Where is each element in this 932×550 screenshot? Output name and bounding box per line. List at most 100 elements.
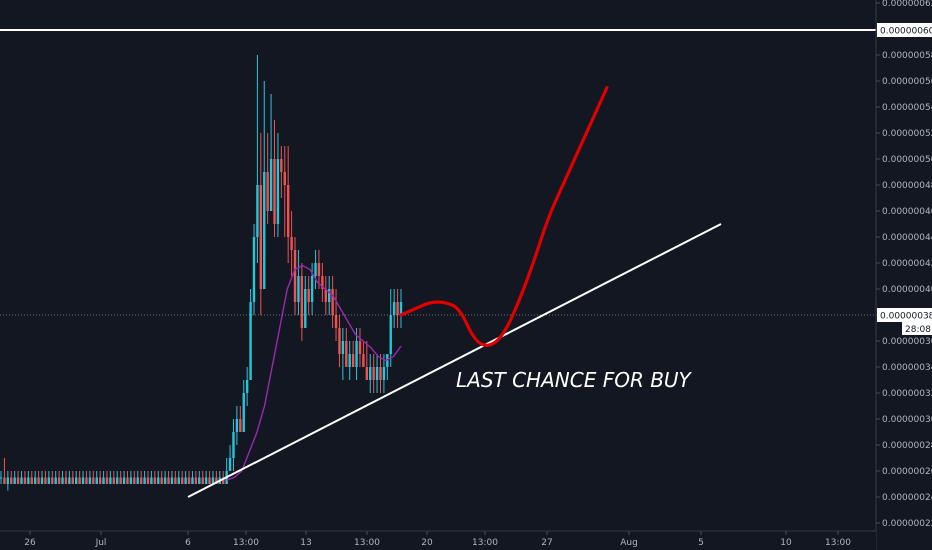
- candle-down: [126, 477, 129, 484]
- candles-layer: [0, 55, 403, 491]
- time-tick-label: 5: [698, 538, 704, 548]
- candle-up: [211, 477, 215, 484]
- candle-down: [379, 367, 382, 380]
- resistance-price-tag-text: 0.00000060: [880, 27, 932, 37]
- candle-down: [351, 354, 355, 367]
- candle-up: [256, 185, 259, 237]
- candle-down: [324, 289, 327, 302]
- candle-up: [136, 477, 139, 484]
- candle-up: [40, 477, 44, 484]
- time-tick-label: 13:00: [472, 538, 498, 548]
- time-axis-panel[interactable]: [0, 531, 876, 550]
- candle-down: [181, 477, 184, 484]
- time-tick-label: Aug: [620, 538, 638, 548]
- candle-down: [259, 185, 263, 289]
- candle-down: [98, 477, 102, 484]
- candle-up: [242, 393, 245, 432]
- time-tick-label: 13:00: [233, 538, 259, 548]
- candle-up: [232, 432, 235, 458]
- candle-down: [146, 477, 150, 484]
- candle-up: [102, 477, 105, 484]
- candle-down: [187, 477, 191, 484]
- price-tick-label: 0.00000026: [882, 467, 932, 477]
- countdown-tag-text: 28:08: [905, 325, 931, 335]
- candle-down: [78, 477, 81, 484]
- price-tick-label: 0.00000042: [882, 259, 932, 269]
- candle-down: [317, 263, 321, 276]
- time-tick-label: 6: [185, 538, 191, 548]
- candle-up: [191, 477, 194, 484]
- candle-down: [300, 276, 304, 328]
- candle-down: [30, 477, 33, 484]
- time-tick-label: 13:00: [825, 538, 851, 548]
- price-tick-label: 0.00000024: [882, 493, 932, 503]
- candle-down: [372, 367, 375, 380]
- price-tick-label: 0.00000050: [882, 155, 932, 165]
- time-tick-label: 27: [541, 538, 552, 548]
- projection-path[interactable]: [399, 85, 609, 347]
- time-tick-label: Jul: [95, 538, 107, 548]
- candle-down: [321, 276, 324, 289]
- candle-down: [23, 477, 27, 484]
- price-tick-label: 0.00000048: [882, 181, 932, 191]
- candle-up: [75, 477, 78, 484]
- candle-down: [16, 477, 20, 484]
- time-tick-label: 13: [300, 538, 311, 548]
- candle-down: [51, 477, 54, 484]
- candle-down: [283, 172, 286, 185]
- candle-down: [334, 315, 338, 328]
- candle-up: [314, 263, 317, 276]
- price-tick-label: 0.00000056: [882, 77, 932, 87]
- candle-down: [358, 341, 362, 354]
- price-tick-label: 0.00000058: [882, 51, 932, 61]
- candle-down: [365, 367, 369, 380]
- price-tick-label: 0.00000030: [882, 415, 932, 425]
- candle-down: [338, 328, 341, 354]
- candle-up: [61, 477, 64, 484]
- support-trendline[interactable]: [187, 223, 722, 498]
- candle-up: [163, 477, 167, 484]
- candle-up: [276, 159, 280, 224]
- candle-down: [307, 289, 310, 302]
- candle-down: [37, 477, 40, 484]
- candle-down: [201, 477, 204, 484]
- candle-down: [119, 477, 122, 484]
- candle-down: [85, 477, 88, 484]
- price-tick-label: 0.00000046: [882, 207, 932, 217]
- candle-down: [396, 302, 399, 315]
- candle-down: [71, 477, 74, 484]
- candle-down: [112, 477, 116, 484]
- candle-down: [160, 477, 163, 484]
- candle-up: [0, 477, 3, 479]
- price-tick-label: 0.00000062: [882, 0, 932, 9]
- candle-up: [389, 315, 392, 354]
- price-tick-label: 0.00000032: [882, 389, 932, 399]
- candle-down: [167, 477, 170, 484]
- candle-down: [239, 419, 242, 432]
- candle-up: [109, 477, 112, 484]
- candle-down: [57, 477, 61, 484]
- candle-up: [170, 477, 174, 484]
- candle-down: [290, 237, 293, 250]
- price-tick-label: 0.00000052: [882, 129, 932, 139]
- time-tick-label: 26: [24, 538, 36, 548]
- candle-down: [153, 477, 157, 484]
- candle-up: [68, 477, 71, 484]
- price-axis-panel[interactable]: [876, 0, 932, 550]
- candle-down: [105, 477, 109, 484]
- candle-up: [204, 477, 208, 484]
- candle-down: [174, 477, 177, 484]
- candle-up: [122, 477, 126, 484]
- candle-up: [369, 367, 372, 380]
- candle-up: [228, 458, 232, 471]
- candle-up: [355, 341, 358, 367]
- candle-up: [304, 289, 307, 328]
- price-tick-label: 0.00000054: [882, 103, 932, 113]
- candle-up: [399, 302, 403, 315]
- candle-up: [33, 477, 37, 484]
- candle-down: [139, 477, 143, 484]
- candle-up: [375, 367, 379, 380]
- current-price-tag: [877, 308, 932, 322]
